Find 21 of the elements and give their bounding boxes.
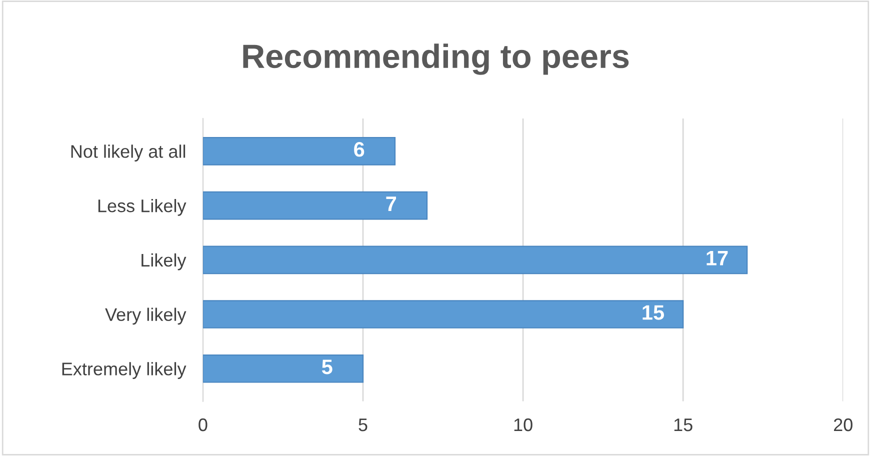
y-tick-label: Not likely at all	[71, 144, 186, 162]
y-tick-label: Extremely likely	[62, 362, 186, 379]
bar	[202, 246, 748, 274]
data-label: 17	[706, 250, 728, 266]
x-tick-label: 0	[198, 418, 208, 432]
bar	[202, 191, 428, 220]
y-tick-label: Less Likely	[98, 199, 186, 216]
x-tick-label: 15	[674, 418, 692, 432]
y-tick-label: Very likely	[105, 308, 186, 325]
bar	[202, 300, 684, 328]
bar	[202, 354, 364, 383]
chart-title: Recommending to peers	[243, 44, 629, 75]
bar	[202, 137, 396, 166]
data-label: 15	[642, 305, 664, 320]
data-label: 6	[354, 142, 364, 157]
x-tick-label: 5	[358, 418, 368, 432]
data-label: 5	[322, 360, 332, 374]
x-tick-label: 20	[834, 418, 852, 432]
y-tick-label: Likely	[142, 253, 186, 270]
x-tick-label: 10	[514, 418, 532, 432]
data-label: 7	[386, 196, 396, 211]
